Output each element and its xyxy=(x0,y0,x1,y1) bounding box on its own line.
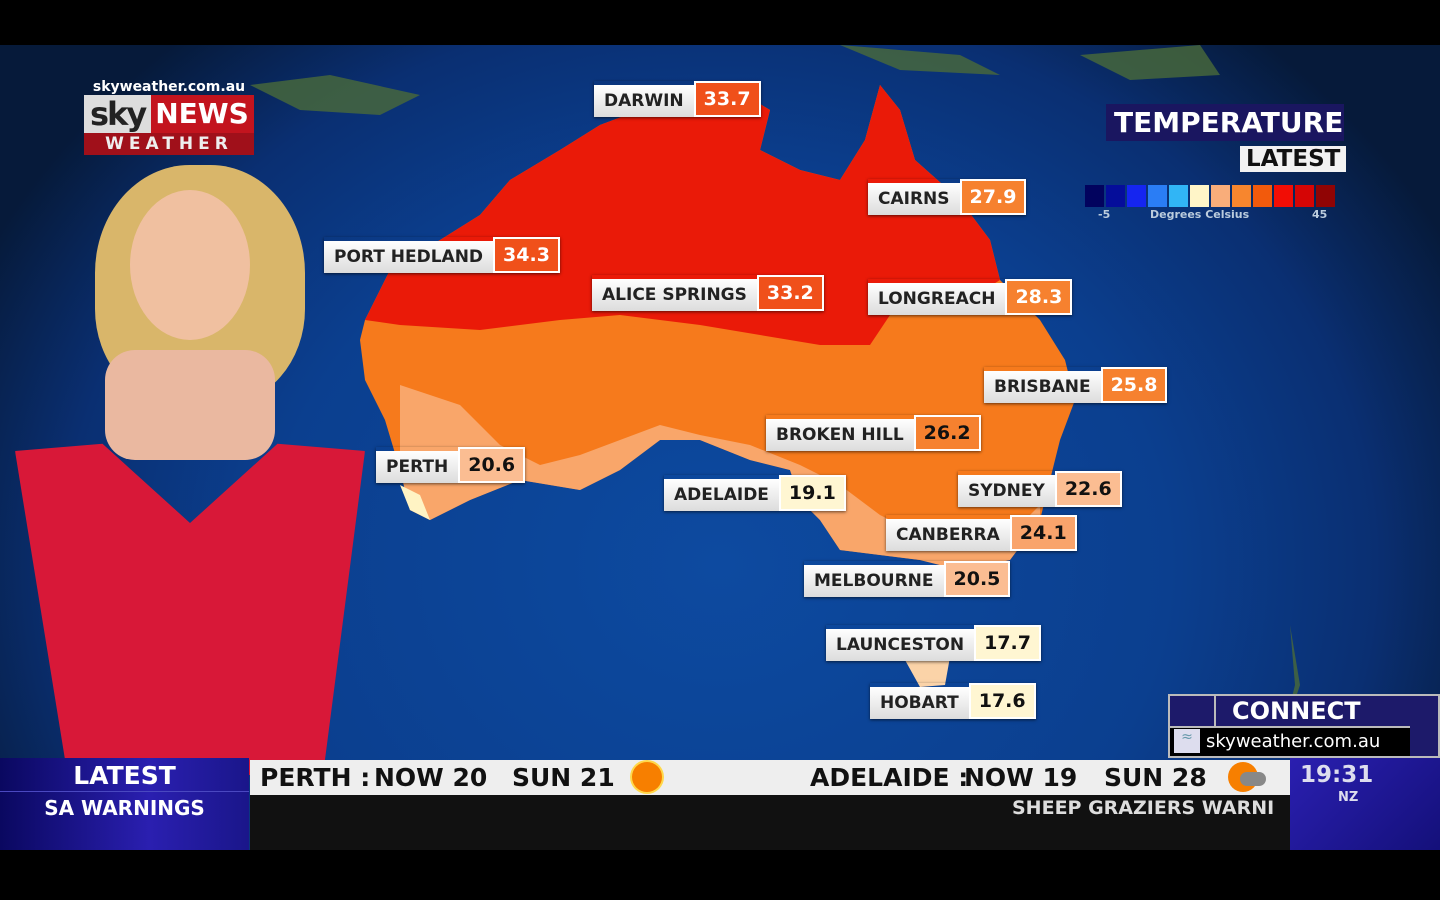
temperature-value: 28.3 xyxy=(1005,279,1073,315)
sun-icon xyxy=(632,762,662,792)
city-label-hobart: HOBART 17.6 xyxy=(870,683,1036,719)
cool-zone-south xyxy=(400,385,1040,570)
temperature-value: 20.5 xyxy=(943,561,1011,597)
temperature-value: 17.7 xyxy=(974,625,1041,661)
city-label-launceston: LAUNCESTON 17.7 xyxy=(826,625,1041,661)
temperature-value: 27.9 xyxy=(959,179,1027,215)
tasmania xyxy=(905,657,950,687)
temperature-value: 25.8 xyxy=(1100,367,1168,403)
temperature-panel: TEMPERATURE LATEST xyxy=(1106,104,1347,172)
city-label-brisbane: BRISBANE 25.8 xyxy=(984,367,1168,403)
city-label-longreach: LONGREACH 28.3 xyxy=(868,279,1073,315)
city-label-broken-hill: BROKEN HILL 26.2 xyxy=(766,415,981,451)
neighbouring-islands xyxy=(250,45,1300,745)
presenter xyxy=(15,165,365,775)
city-label-darwin: DARWIN 33.7 xyxy=(594,81,761,117)
city-label-adelaide: ADELAIDE 19.1 xyxy=(664,475,846,511)
scale-swatch xyxy=(1274,185,1293,207)
scale-swatch xyxy=(1232,185,1251,207)
scale-swatch xyxy=(1211,185,1230,207)
scale-label: Degrees Celsius xyxy=(1150,208,1250,221)
scale-swatch xyxy=(1169,185,1188,207)
ticker-label: LATEST SA WARNINGS xyxy=(0,758,249,850)
scale-swatch xyxy=(1295,185,1314,207)
clock: 19:31 NZ xyxy=(1290,758,1440,850)
temperature-value: 33.7 xyxy=(693,81,761,117)
scale-swatch xyxy=(1316,185,1335,207)
weather-broadcast: DARWIN 33.7 PORT HEDLAND 34.3 ALICE SPRING… xyxy=(0,45,1440,850)
hot-zone-north xyxy=(365,85,1000,345)
scale-swatch xyxy=(1190,185,1209,207)
panel-subtitle: LATEST xyxy=(1240,146,1347,172)
connect-panel: CONNECT skyweather.com.au ≈ xyxy=(1168,694,1440,758)
temperature-value: 24.1 xyxy=(1009,515,1077,551)
city-label-alice-springs: ALICE SPRINGS 33.2 xyxy=(592,275,824,311)
forecast-ticker: PERTH : NOW 20 SUN 21 ADELAIDE : NOW 19 … xyxy=(250,760,1290,795)
connect-url: skyweather.com.au xyxy=(1170,726,1410,756)
temperature-value: 20.6 xyxy=(458,447,526,483)
scale-max: 45 xyxy=(1312,208,1328,221)
temperature-value: 33.2 xyxy=(756,275,824,311)
city-label-melbourne: MELBOURNE 20.5 xyxy=(804,561,1011,597)
temperature-value: 19.1 xyxy=(778,475,846,511)
news-crawl: SHEEP GRAZIERS WARNI xyxy=(250,795,1290,850)
scale-swatch xyxy=(1106,185,1125,207)
city-label-perth: PERTH 20.6 xyxy=(376,447,526,483)
sky-news-weather-logo: skyweather.com.au sky NEWS WEATHER xyxy=(84,79,254,155)
temperature-color-scale xyxy=(1085,185,1335,207)
weather-app-icon: ≈ xyxy=(1174,729,1200,753)
scale-swatch xyxy=(1085,185,1104,207)
city-label-canberra: CANBERRA 24.1 xyxy=(886,515,1077,551)
temperature-value: 17.6 xyxy=(968,683,1036,719)
temperature-value: 26.2 xyxy=(913,415,981,451)
city-label-port-hedland: PORT HEDLAND 34.3 xyxy=(324,237,560,273)
city-label-cairns: CAIRNS 27.9 xyxy=(868,179,1027,215)
temperature-value: 22.6 xyxy=(1054,471,1122,507)
panel-title: TEMPERATURE xyxy=(1106,104,1344,141)
temperature-value: 34.3 xyxy=(493,237,560,273)
city-label-sydney: SYDNEY 22.6 xyxy=(958,471,1122,507)
scale-swatch xyxy=(1127,185,1146,207)
scale-swatch xyxy=(1148,185,1167,207)
scale-min: -5 xyxy=(1098,208,1111,221)
scale-swatch xyxy=(1253,185,1272,207)
